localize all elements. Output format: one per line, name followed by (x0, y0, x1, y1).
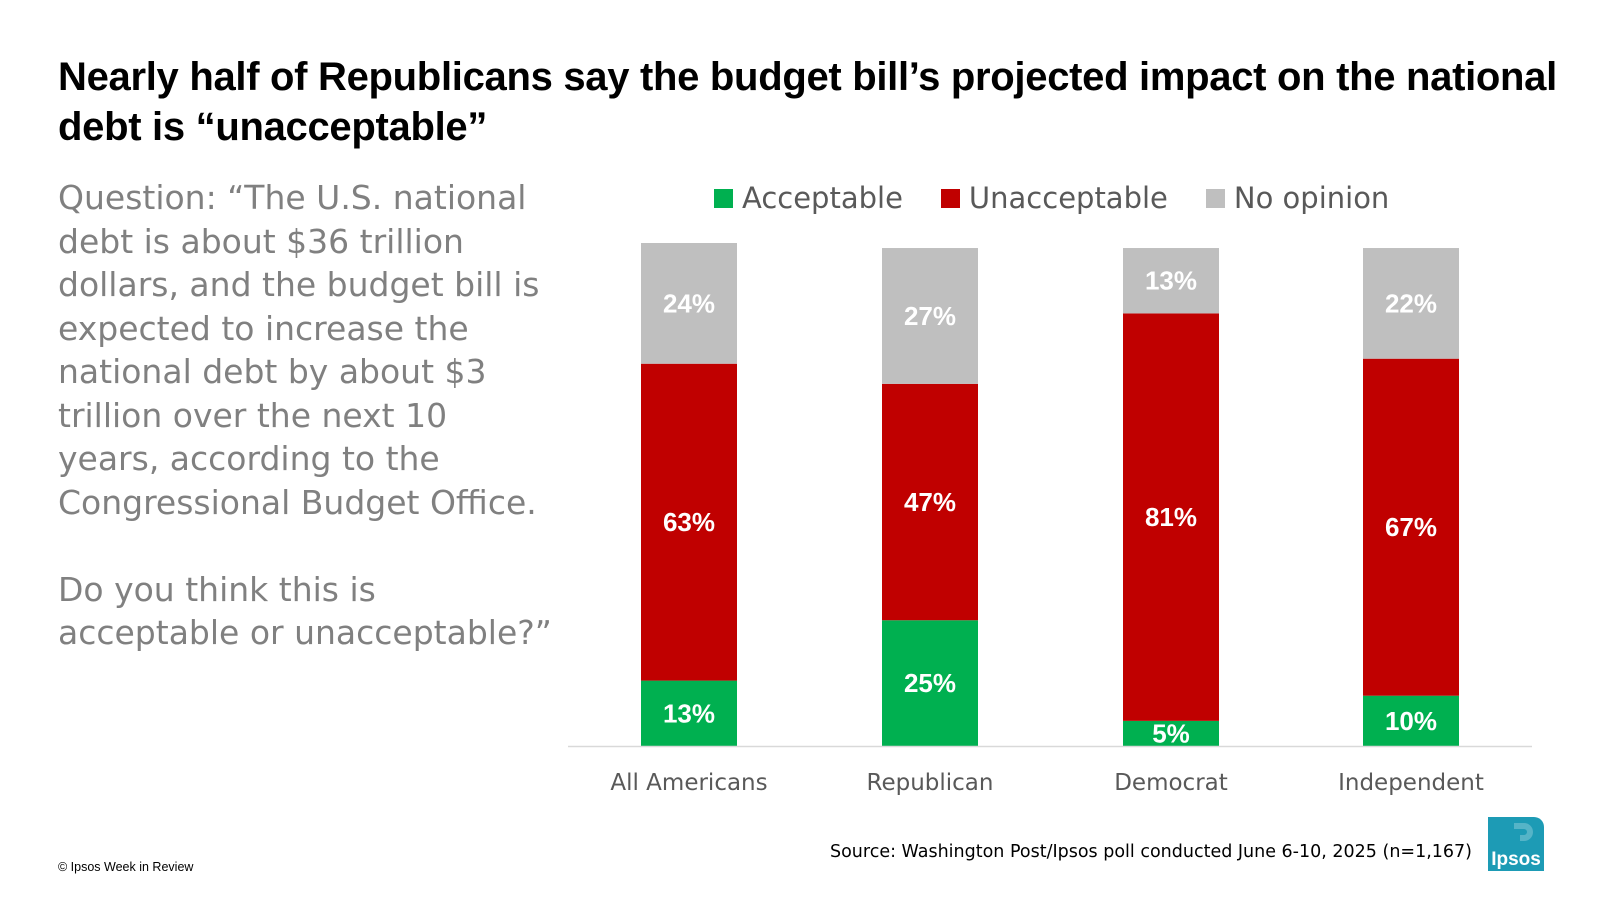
source-note: Source: Washington Post/Ipsos poll condu… (829, 842, 1472, 862)
legend-label-no-opinion: No opinion (1233, 181, 1390, 215)
category-label-all-americans: All Americans (610, 770, 767, 796)
legend-swatch-unacceptable (940, 188, 960, 208)
bar-democrat-unacceptable (1123, 313, 1219, 721)
category-label-republican: Republican (867, 770, 994, 796)
ipsos-logo: Ipsos (1488, 817, 1544, 871)
copyright-note: © Ipsos Week in Review (58, 860, 194, 874)
legend-item-acceptable: Acceptable (714, 181, 903, 215)
legend-item-no-opinion: No opinion (1205, 181, 1390, 215)
category-label-independent: Independent (1338, 770, 1484, 796)
legend: Acceptable Unacceptable No opinion (714, 178, 1427, 218)
ipsos-logo-text: Ipsos (1491, 849, 1541, 870)
legend-label-unacceptable: Unacceptable (968, 181, 1168, 215)
ipsos-logo-shape (1488, 817, 1544, 871)
bar-all-americans-no-opinion (641, 243, 737, 364)
data-label-republican-unacceptable: 47% (904, 487, 956, 517)
bar-republican-acceptable (882, 620, 978, 746)
legend-swatch-acceptable (714, 188, 733, 208)
legend-label-acceptable: Acceptable (742, 181, 903, 215)
bar-all-americans-unacceptable (641, 363, 737, 681)
bar-independent-no-opinion (1363, 248, 1459, 359)
bar-republican-no-opinion (882, 248, 978, 384)
data-label-all-americans-no-opinion: 24% (663, 288, 715, 318)
data-label-all-americans-acceptable: 13% (663, 698, 715, 728)
data-label-independent-unacceptable: 67% (1385, 512, 1437, 542)
question-text: Question: “The U.S. national debt is abo… (58, 178, 552, 652)
legend-swatch-no-opinion (1205, 188, 1225, 208)
data-label-independent-no-opinion: 22% (1385, 288, 1437, 318)
chart-title: Nearly half of Republicans say the budge… (58, 55, 1557, 149)
data-label-democrat-unacceptable: 81% (1145, 502, 1197, 532)
data-label-independent-acceptable: 10% (1385, 706, 1437, 736)
category-label-democrat: Democrat (1114, 770, 1228, 796)
data-label-republican-no-opinion: 27% (904, 301, 956, 331)
legend-item-unacceptable: Unacceptable (940, 181, 1168, 215)
bar-democrat-acceptable (1123, 720, 1219, 746)
data-label-democrat-no-opinion: 13% (1145, 266, 1197, 296)
data-label-republican-acceptable: 25% (904, 668, 956, 698)
bar-independent-acceptable (1363, 695, 1459, 746)
data-label-democrat-acceptable: 5% (1152, 718, 1190, 748)
bar-democrat-no-opinion (1123, 248, 1219, 314)
data-label-all-americans-unacceptable: 63% (663, 507, 715, 537)
bar-independent-unacceptable (1363, 358, 1459, 696)
bar-all-americans-acceptable (641, 680, 737, 746)
bar-republican-unacceptable (882, 383, 978, 621)
